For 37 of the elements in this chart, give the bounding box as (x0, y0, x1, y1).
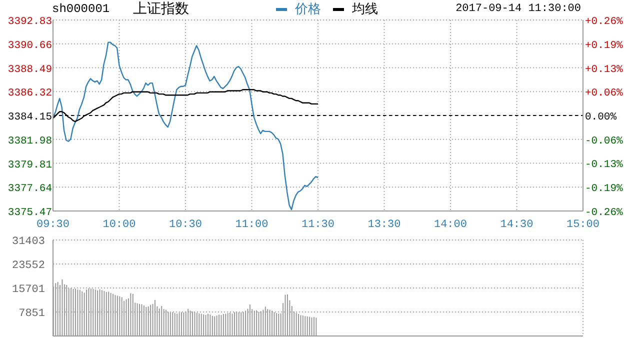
y-tick-label: 3388.49 (8, 64, 52, 76)
legend-label: 均线 (352, 1, 378, 18)
x-tick-label: 09:30 (36, 218, 70, 231)
y2-tick-label: 0.00% (585, 112, 618, 124)
y2-tick-label: -0.06% (585, 135, 624, 148)
y2-tick-label: -0.13% (585, 159, 624, 172)
y-tick-label: 3386.32 (8, 88, 52, 100)
y2-tick-label: +0.06% (585, 88, 624, 100)
x-tick-label: 10:30 (168, 218, 202, 231)
x-tick-label: 15:00 (566, 218, 600, 231)
text: 2017-09-14 11:30:00 (456, 3, 581, 15)
y-tick-label: 3379.81 (8, 159, 52, 172)
x-tick-label: 14:00 (434, 218, 468, 231)
y-tick-label: 3377.64 (8, 183, 52, 196)
x-tick-label: 14:30 (500, 218, 534, 231)
y2-tick-label: +0.13% (585, 64, 624, 76)
x-tick-label: 10:00 (102, 218, 136, 231)
legend-label: 价格 (295, 1, 321, 18)
x-tick-label: 13:30 (368, 218, 401, 231)
x-tick-label: 11:00 (235, 218, 268, 231)
y2-tick-label: -0.19% (585, 183, 624, 196)
chart-subtitle: sh000001 (52, 2, 110, 16)
y2-tick-label: +0.19% (585, 40, 624, 52)
y-tick-label: 3381.98 (8, 135, 52, 148)
line-series (53, 42, 319, 210)
x-tick-label: 11:30 (301, 218, 335, 231)
y-tick-label: 3390.66 (8, 40, 52, 52)
y-tick-label: 7851 (18, 308, 46, 320)
y-tick-label: 23552 (12, 260, 45, 272)
y2-tick-label: +0.26% (585, 16, 624, 28)
y-tick-label: 15701 (12, 284, 46, 296)
y-tick-label: 3384.15 (8, 112, 52, 124)
y-tick-label: 3392.83 (8, 16, 52, 28)
chart-title: 上证指数 (133, 0, 189, 18)
y-tick-label: 31403 (12, 236, 45, 248)
y-tick-label: 3375.47 (8, 207, 52, 219)
y2-tick-label: -0.26% (585, 207, 624, 219)
